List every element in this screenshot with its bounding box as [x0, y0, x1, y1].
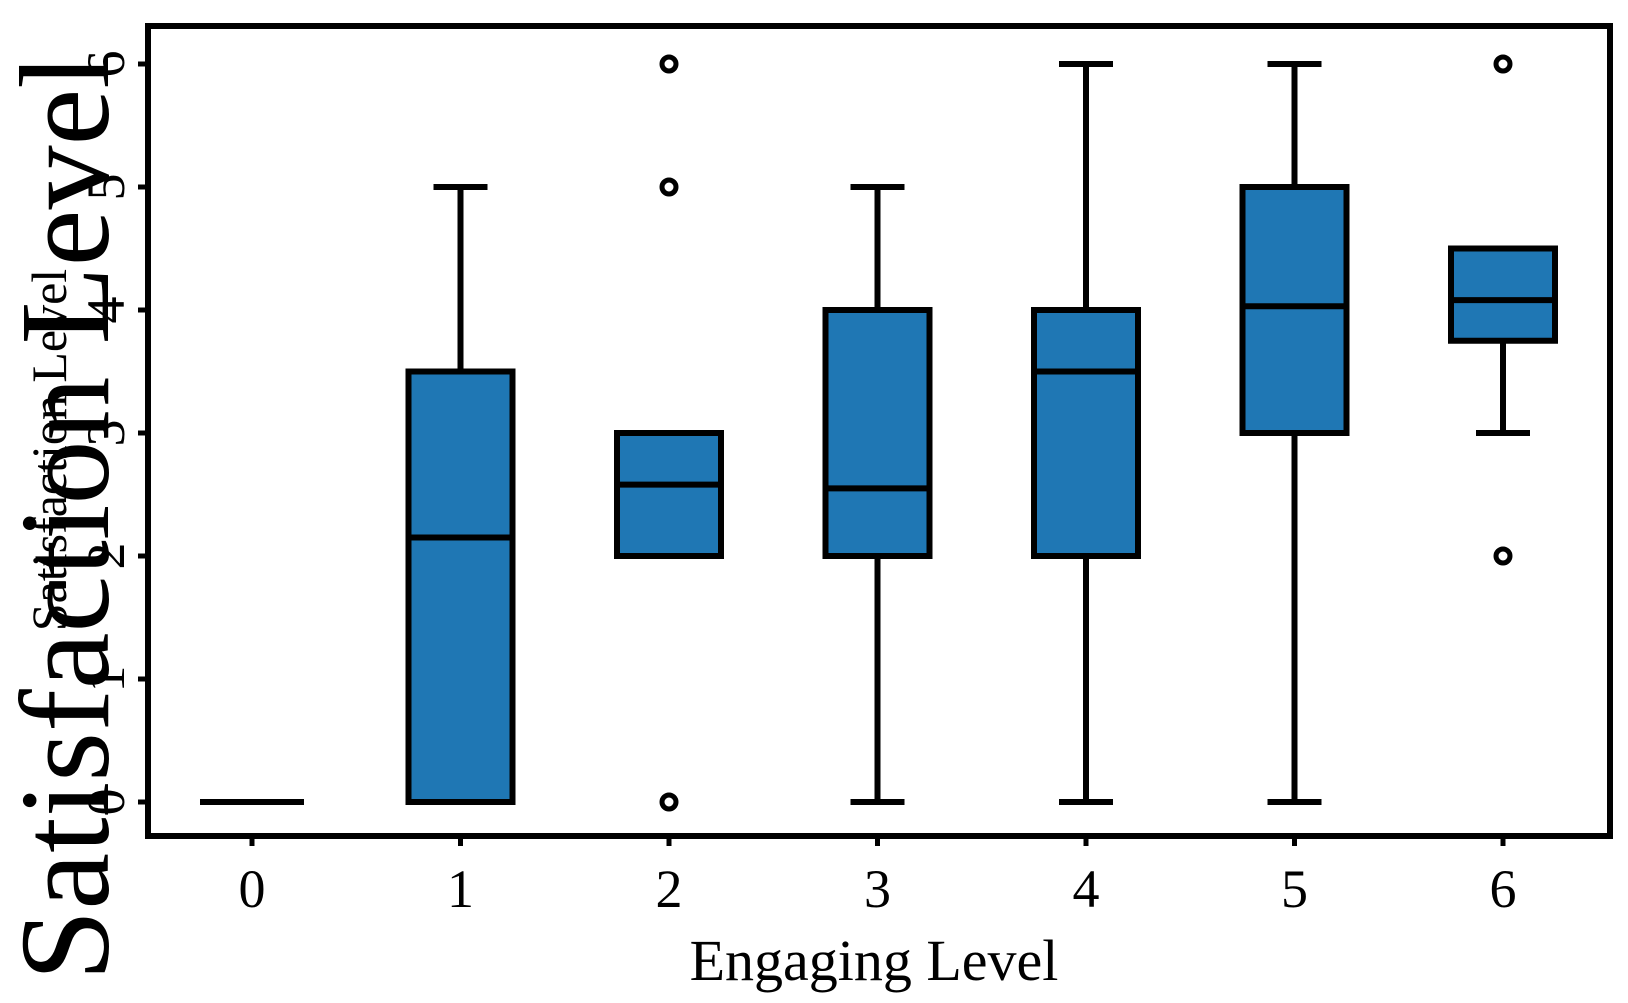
y-axis-label-overlay: Satisfaction Level	[21, 269, 77, 631]
boxes-layer	[200, 54, 1558, 812]
box-iqr	[1448, 245, 1558, 344]
y-tick-label: 0	[76, 789, 136, 816]
y-axis-ticks: 0 1 2 3 4 5 6	[76, 51, 148, 816]
x-tick-label: 4	[1073, 859, 1100, 919]
x-tick-label: 2	[656, 859, 683, 919]
box-group-1	[405, 184, 516, 805]
y-axis-label: Satisfaction Level	[0, 53, 136, 981]
outlier-point	[659, 792, 679, 812]
box-group-5	[1239, 61, 1350, 805]
box-group-2	[614, 54, 724, 812]
x-tick-label: 5	[1281, 859, 1308, 919]
box-iqr	[405, 368, 516, 805]
outlier-point	[1493, 546, 1513, 566]
outlier-point	[1493, 54, 1513, 74]
y-tick-label: 2	[76, 543, 136, 570]
box-iqr	[1239, 184, 1350, 436]
x-tick-label: 1	[447, 859, 474, 919]
box-iqr	[1031, 307, 1141, 559]
outlier-point	[659, 177, 679, 197]
y-tick-label: 1	[76, 666, 136, 693]
box-group-4	[1031, 61, 1141, 805]
y-tick-label: 6	[76, 51, 136, 78]
x-axis-label: Engaging Level	[690, 928, 1059, 993]
y-tick-label: 5	[76, 174, 136, 201]
x-tick-label: 6	[1490, 859, 1517, 919]
box-group-3	[822, 184, 933, 805]
outlier-point	[659, 54, 679, 74]
y-tick-label: 4	[76, 297, 136, 324]
x-axis-ticks: 0 1 2 3 4 5 6	[239, 836, 1517, 919]
y-tick-label: 3	[76, 420, 136, 447]
box-iqr	[614, 430, 724, 559]
box-iqr	[822, 307, 933, 559]
x-tick-label: 0	[239, 859, 266, 919]
box-group-6	[1448, 54, 1558, 566]
x-tick-label: 3	[864, 859, 891, 919]
